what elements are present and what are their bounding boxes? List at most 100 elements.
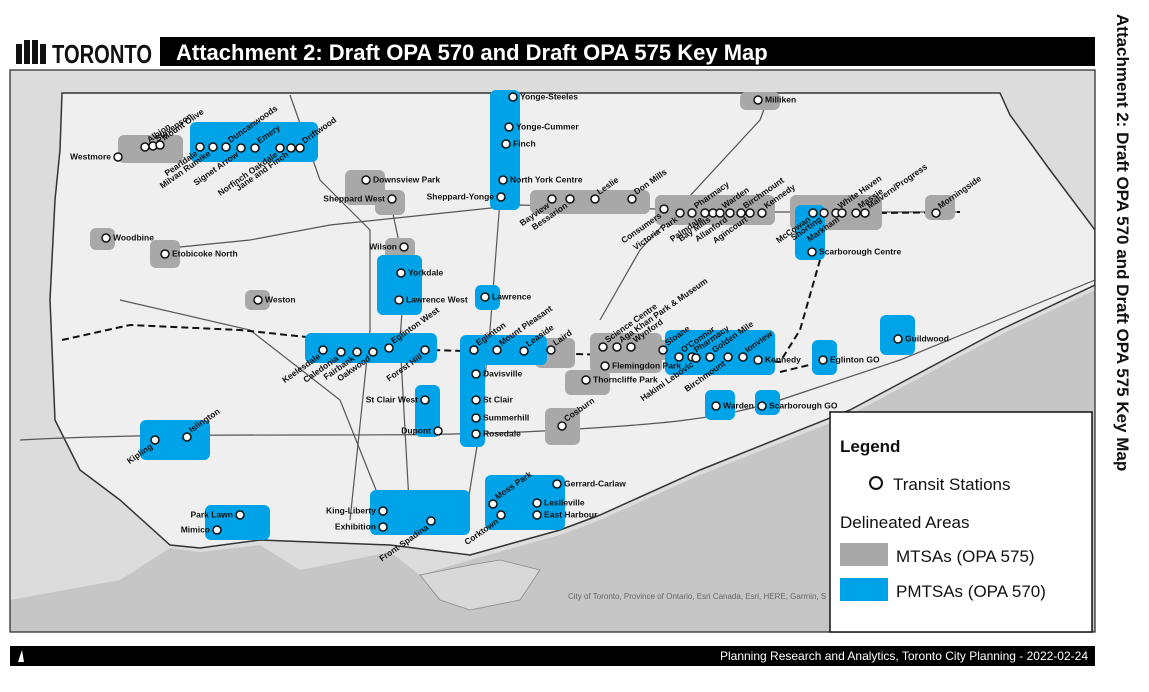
transit-station (488, 499, 498, 509)
transit-station (818, 355, 828, 365)
transit-station (480, 292, 490, 302)
transit-station (396, 268, 406, 278)
delineated-area (665, 330, 775, 375)
transit-station (250, 143, 260, 153)
station-label: Rosedale (483, 428, 521, 438)
transit-station (469, 345, 479, 355)
delineated-area (377, 255, 422, 315)
logo: TORONTO (16, 39, 152, 69)
transit-station (612, 342, 622, 352)
legend-section: Delineated Areas (840, 513, 969, 532)
station-label: Downsview Park (373, 174, 440, 184)
map: Yonge-Steeles Yonge-Cummer Finch North York… (10, 70, 1095, 632)
transit-station (368, 347, 378, 357)
station-label: Lawrence West (406, 294, 468, 304)
station-label: Eglinton GO (830, 354, 880, 364)
station-label: Summerhill (483, 412, 529, 422)
transit-station (581, 375, 591, 385)
transit-station (893, 334, 903, 344)
transit-station (150, 435, 160, 445)
transit-station (736, 208, 746, 218)
station-label: Guildwood (905, 333, 949, 343)
transit-station (626, 342, 636, 352)
transit-station (361, 175, 371, 185)
transit-station (508, 92, 518, 102)
transit-station (378, 506, 388, 516)
transit-station (471, 429, 481, 439)
transit-station (565, 194, 575, 204)
transit-station (590, 194, 600, 204)
delineated-area (795, 205, 825, 260)
transit-station (212, 525, 222, 535)
transit-station (384, 343, 394, 353)
station-label: Weston (265, 294, 296, 304)
transit-station (753, 355, 763, 365)
transit-station (837, 208, 847, 218)
transit-station (691, 353, 701, 363)
transit-station (195, 142, 205, 152)
transit-station (155, 140, 165, 150)
station-label: Park Lawn (190, 509, 233, 519)
legend: Legend Transit Stations Delineated Areas… (829, 411, 1093, 633)
transit-station (387, 194, 397, 204)
station-label: Sheppard West (323, 193, 385, 203)
station-label: Etobicoke North (172, 248, 238, 258)
legend-title: Legend (840, 437, 900, 456)
station-label: Exhibition (335, 521, 376, 531)
transit-station (496, 510, 506, 520)
transit-station (433, 426, 443, 436)
transit-station (101, 233, 111, 243)
station-label: Kennedy (765, 354, 801, 364)
station-label: Woodbine (113, 232, 154, 242)
delineated-area (140, 420, 210, 460)
transit-station (532, 498, 542, 508)
station-label: Warden (723, 400, 754, 410)
transit-station (723, 352, 733, 362)
transit-station (519, 346, 529, 356)
transit-station (253, 295, 263, 305)
transit-station (757, 401, 767, 411)
transit-station (819, 208, 829, 218)
transit-station (420, 345, 430, 355)
transit-station (674, 352, 684, 362)
station-label: Yorkdale (408, 267, 444, 277)
station-label: North York Centre (510, 174, 583, 184)
transit-station (208, 142, 218, 152)
station-label: Sheppard-Yonge (427, 191, 495, 201)
delineated-area (490, 90, 520, 210)
transit-station (504, 122, 514, 132)
transit-station (140, 142, 150, 152)
transit-station (860, 208, 870, 218)
station-label: Gerrard-Carlaw (564, 478, 626, 488)
station-label: Finch (513, 138, 536, 148)
transit-station (160, 249, 170, 259)
transit-station (318, 345, 328, 355)
transit-station (113, 152, 123, 162)
transit-station (725, 208, 735, 218)
transit-station (399, 242, 409, 252)
transit-station (705, 352, 715, 362)
transit-station (745, 208, 755, 218)
transit-station (546, 345, 556, 355)
station-label: Lawrence (492, 291, 531, 301)
title: Attachment 2: Draft OPA 570 and Draft OP… (176, 40, 768, 65)
transit-station (182, 432, 192, 442)
transit-station (492, 345, 502, 355)
delineated-area (465, 335, 547, 365)
transit-station (600, 361, 610, 371)
transit-station (221, 142, 231, 152)
transit-station (931, 208, 941, 218)
transit-station (807, 247, 817, 257)
transit-station (753, 95, 763, 105)
footer: Planning Research and Analytics, Toronto… (720, 649, 1088, 663)
transit-station (275, 143, 285, 153)
station-label: Davisville (483, 368, 522, 378)
station-label: Flemingdon Park (612, 360, 681, 370)
transit-station (235, 510, 245, 520)
station-label: Yonge-Steeles (520, 91, 578, 101)
station-label: St Clair West (366, 394, 418, 404)
transit-station (757, 208, 767, 218)
transit-station (808, 208, 818, 218)
